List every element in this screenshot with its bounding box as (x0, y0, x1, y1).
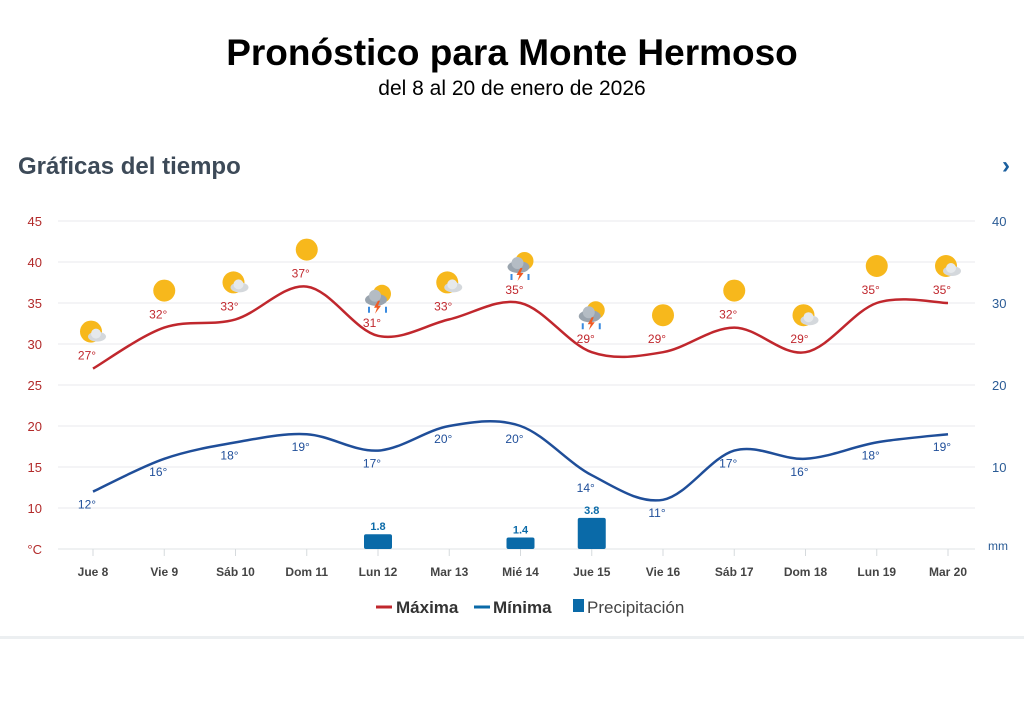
min-temp-label: 19° (292, 440, 310, 454)
min-temp-label: 11° (648, 506, 665, 520)
right-axis-tick: 30 (992, 296, 1006, 311)
x-axis-label: Sáb 10 (216, 565, 255, 579)
min-temp-line (92, 420, 949, 502)
precip-bar (506, 537, 535, 549)
max-temp-label: 27° (78, 349, 96, 363)
left-axis-tick: 45 (28, 214, 42, 229)
legend-max-label: Máxima (396, 598, 459, 617)
min-temp-label: 18° (220, 448, 238, 462)
right-axis-tick: 20 (992, 378, 1006, 393)
rain-icon (510, 274, 530, 280)
precip-label: 3.8 (584, 505, 599, 517)
cloud-icon (233, 279, 244, 290)
x-axis-label: Mar 20 (929, 565, 967, 579)
right-axis-tick: 10 (992, 460, 1006, 475)
sun-icon (153, 279, 176, 302)
max-temp-line (92, 285, 949, 370)
cloud-icon (369, 289, 381, 302)
lightning-icon (587, 317, 595, 331)
right-axis-tick: 40 (992, 214, 1006, 229)
cloud-icon (946, 263, 956, 273)
left-axis-tick: 35 (28, 296, 42, 311)
x-axis-label: Mié 14 (502, 565, 539, 579)
x-axis-label: Dom 18 (784, 565, 828, 579)
max-temp-label: 33° (434, 299, 452, 313)
precip-label: 1.8 (370, 521, 385, 533)
min-temp-label: 18° (862, 448, 880, 462)
min-temp-label: 17° (719, 457, 737, 471)
x-axis-label: Vie 9 (150, 565, 178, 579)
min-temp-label: 16° (149, 465, 167, 479)
page-subtitle: del 8 al 20 de enero de 2026 (378, 77, 646, 100)
divider (0, 636, 1024, 639)
x-axis-label: Sáb 17 (715, 565, 754, 579)
legend-precip-swatch (573, 599, 584, 612)
x-axis-label: Mar 13 (430, 565, 468, 579)
precip-bar (364, 534, 392, 549)
chevron-right-icon[interactable]: › (1002, 152, 1010, 179)
rain-icon (368, 306, 387, 313)
min-temp-label: 17° (363, 457, 381, 471)
min-temp-label: 20° (434, 432, 452, 446)
max-temp-label: 33° (220, 299, 238, 313)
x-axis-label: Jue 15 (573, 565, 611, 579)
max-temp-label: 37° (292, 267, 310, 281)
legend-min-label: Mínima (493, 598, 552, 617)
max-temp-label: 32° (149, 308, 167, 322)
min-temp-label: 19° (933, 440, 951, 454)
left-axis-unit: °C (27, 542, 42, 557)
lightning-icon (374, 300, 381, 314)
cloud-icon (511, 257, 524, 269)
x-axis-label: Lun 19 (857, 565, 896, 579)
max-temp-label: 29° (648, 332, 666, 346)
left-axis-tick: 10 (28, 501, 42, 516)
min-temp-label: 12° (78, 498, 96, 512)
lightning-icon (516, 268, 524, 281)
min-temp-label: 16° (790, 465, 808, 479)
cloud-icon (582, 306, 595, 319)
cloud-icon (447, 279, 458, 290)
rain-icon (581, 323, 601, 330)
max-temp-label: 35° (933, 283, 951, 297)
max-temp-label: 31° (363, 316, 381, 330)
left-axis-tick: 15 (28, 460, 42, 475)
section-title: Gráficas del tiempo (18, 153, 241, 180)
x-axis-label: Lun 12 (359, 565, 398, 579)
cloud-icon (803, 312, 814, 323)
min-temp-label: 14° (577, 481, 595, 495)
sun-icon (295, 238, 318, 261)
x-axis-label: Dom 11 (285, 565, 328, 579)
max-temp-label: 29° (577, 332, 595, 346)
x-axis-label: Jue 8 (78, 565, 109, 579)
x-axis-label: Vie 16 (646, 565, 681, 579)
precip-label: 1.4 (513, 525, 529, 537)
weather-chart: 10 15 20 25 30 35 40 45 °C 10 20 30 40 mm Jue 8 Vie 9 Sá… (27, 214, 1008, 617)
left-axis-tick: 20 (28, 419, 42, 434)
page-title: Pronóstico para Monte Hermoso (226, 32, 798, 73)
left-axis-tick: 25 (28, 378, 42, 393)
min-temp-label: 20° (505, 432, 523, 446)
max-temp-label: 29° (790, 332, 808, 346)
sun-icon (652, 304, 674, 327)
sun-icon (723, 279, 746, 302)
right-axis-unit: mm (988, 539, 1008, 553)
precip-bar (577, 517, 606, 549)
max-temp-label: 35° (505, 283, 523, 297)
max-temp-label: 35° (862, 283, 880, 297)
cloud-icon (91, 328, 101, 339)
left-axis-tick: 40 (28, 255, 42, 270)
max-temp-label: 32° (719, 308, 737, 322)
sun-icon (865, 255, 888, 277)
legend-precip-label: Precipitación (587, 598, 684, 617)
left-axis-tick: 30 (28, 337, 42, 352)
